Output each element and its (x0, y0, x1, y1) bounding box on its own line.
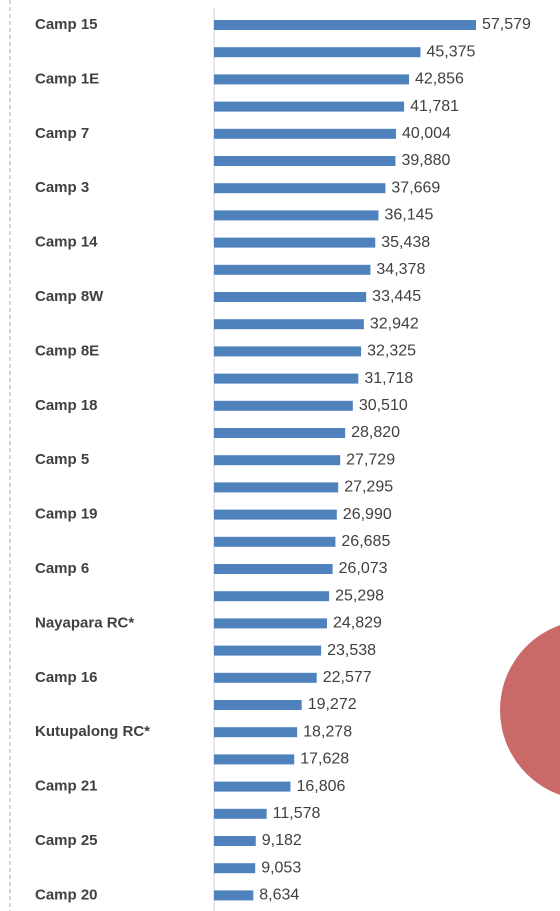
bar (214, 183, 386, 194)
value-label: 24,829 (333, 615, 382, 632)
value-label: 42,856 (415, 71, 464, 88)
value-label: 26,685 (341, 533, 390, 550)
value-label: 26,990 (343, 506, 392, 523)
bar (214, 836, 256, 846)
bar (214, 482, 339, 493)
y-tick-label: Camp 14 (35, 234, 98, 251)
value-label: 33,445 (372, 288, 421, 305)
bar (214, 210, 379, 221)
y-tick-label: Camp 18 (35, 397, 98, 414)
value-label: 23,538 (327, 642, 376, 659)
bar (214, 863, 256, 874)
value-label: 30,510 (359, 397, 408, 414)
bar (214, 672, 317, 683)
bar (214, 101, 405, 112)
bar (214, 890, 254, 901)
bar (214, 781, 291, 792)
y-tick-label: Camp 19 (35, 506, 98, 523)
bar (214, 346, 362, 357)
bar (214, 47, 421, 58)
value-label: 27,295 (344, 479, 393, 496)
value-label: 35,438 (381, 234, 430, 251)
y-tick-label: Nayapara RC* (35, 614, 134, 631)
bar (214, 509, 337, 520)
y-tick-label: Camp 21 (35, 778, 98, 795)
value-label: 11,578 (273, 805, 321, 822)
y-tick-label: Camp 20 (35, 886, 98, 903)
value-label: 37,669 (391, 179, 440, 196)
bar (214, 20, 476, 30)
y-tick-label: Camp 6 (35, 560, 89, 577)
y-tick-label: Camp 8W (35, 288, 104, 305)
value-label: 57,579 (482, 16, 531, 33)
value-label: 39,880 (401, 152, 450, 169)
bar (214, 645, 322, 656)
value-label: 9,053 (261, 859, 301, 876)
value-label: 19,272 (308, 696, 357, 713)
value-label: 32,325 (367, 343, 416, 360)
y-tick-label: Camp 5 (35, 451, 89, 468)
value-label: 40,004 (402, 125, 451, 142)
value-label: 26,073 (339, 560, 388, 577)
bar (214, 536, 336, 547)
bar (214, 74, 409, 85)
y-tick-label: Camp 3 (35, 179, 89, 196)
value-label: 18,278 (303, 723, 352, 740)
value-label: 8,634 (259, 887, 299, 904)
bar (214, 237, 376, 248)
bar (214, 727, 298, 738)
y-tick-label: Kutupalong RC* (35, 723, 150, 740)
y-tick-label: Camp 16 (35, 669, 98, 686)
y-tick-label: Camp 7 (35, 125, 89, 142)
value-label: 32,942 (370, 315, 419, 332)
bar (214, 373, 359, 384)
bar (214, 156, 396, 166)
bar (214, 700, 302, 710)
bar (214, 400, 353, 411)
decor-circle (500, 625, 560, 795)
bar (214, 754, 295, 765)
bar (214, 455, 341, 466)
bar (214, 292, 367, 302)
bar (214, 808, 267, 819)
bar (214, 564, 333, 574)
value-label: 41,781 (410, 98, 459, 115)
bar (214, 591, 330, 602)
y-tick-label: Camp 8E (35, 342, 99, 359)
y-tick-label: Camp 1E (35, 70, 99, 87)
value-label: 9,182 (262, 832, 302, 849)
bar (214, 618, 327, 629)
y-tick-label: Camp 25 (35, 832, 98, 849)
value-label: 28,820 (351, 424, 400, 441)
bar (214, 428, 346, 438)
value-label: 22,577 (323, 669, 372, 686)
value-label: 45,375 (426, 43, 475, 60)
value-label: 31,718 (364, 370, 413, 387)
value-label: 25,298 (335, 587, 384, 604)
value-label: 17,628 (300, 751, 349, 768)
bar (214, 264, 371, 275)
bar (214, 319, 364, 330)
bar (214, 128, 397, 139)
value-label: 27,729 (346, 451, 395, 468)
value-label: 16,806 (296, 778, 345, 795)
value-label: 36,145 (384, 207, 433, 224)
y-tick-label: Camp 15 (35, 16, 98, 33)
value-label: 34,378 (376, 261, 425, 278)
